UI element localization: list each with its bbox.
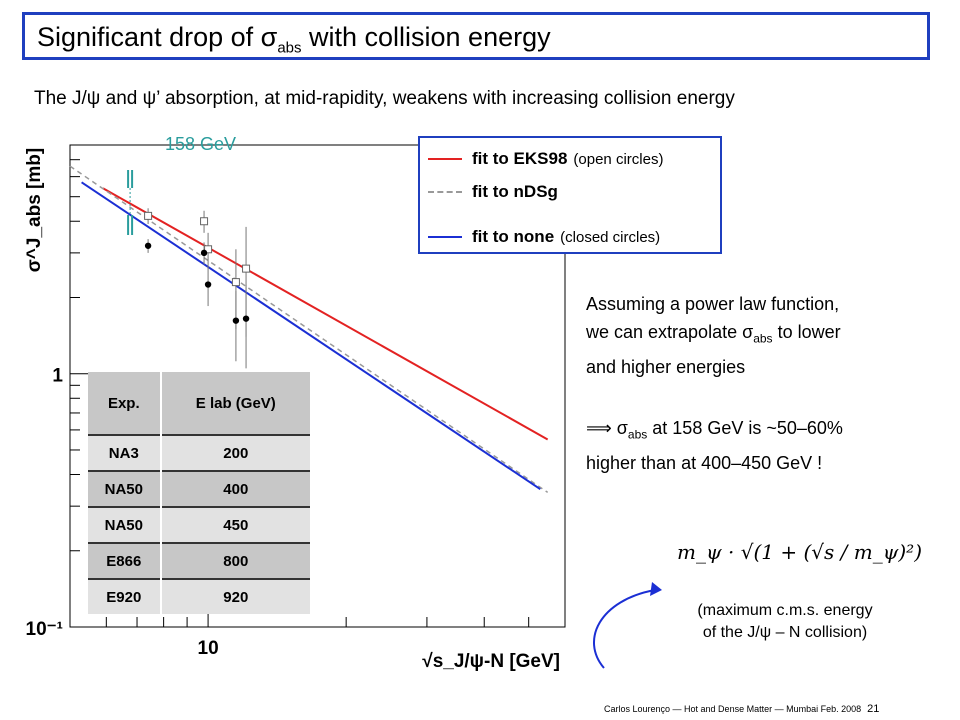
table-cell-exp: E920: [88, 578, 162, 614]
series-line-0: [102, 187, 549, 441]
x-tick-label: 10: [198, 638, 219, 659]
caption-line-2: of the J/ψ – N collision): [702, 624, 868, 641]
chart-legend: fit to EKS98 (open circles) fit to nDSg …: [418, 136, 722, 254]
table-cell-exp: NA50: [88, 470, 162, 507]
text-line-1: Assuming a power law function,: [586, 294, 840, 314]
table-row: NA50 400: [88, 470, 310, 507]
slide-title: Significant drop of σabs with collision …: [37, 22, 551, 57]
data-point-closed: [200, 249, 208, 257]
conclusion-text: ⟹ σabs at 158 GeV is ~50–60% higher than…: [586, 414, 843, 477]
table-cell-elab: 400: [160, 470, 310, 507]
table-row: NA3 200: [88, 434, 310, 471]
x-axis-label: √s_J/ψ-N [GeV]: [422, 651, 560, 672]
data-point-open: [242, 264, 251, 273]
table-row: E866 800: [88, 542, 310, 579]
experiment-table: Exp. E lab (GeV) NA3 200 NA50 400 NA50 450 …: [88, 372, 310, 614]
y-tick-label: 10⁻¹: [26, 619, 64, 640]
table-row: NA50 450: [88, 506, 310, 543]
legend-note-eks98: (open circles): [573, 150, 664, 168]
table-cell-elab: 920: [160, 578, 310, 614]
extrapolation-text: Assuming a power law function, we can ex…: [586, 290, 841, 381]
legend-note-none: (closed circles): [560, 228, 661, 246]
page-number: 21: [867, 703, 880, 715]
data-point-open: [144, 211, 153, 220]
caption-line-1: (maximum c.m.s. energy: [697, 602, 873, 619]
data-point-open: [204, 245, 213, 254]
text-line-3: and higher energies: [586, 356, 746, 377]
table-cell-exp: E866: [88, 542, 162, 579]
legend-line-ndsg: [428, 191, 462, 193]
data-point-open: [200, 217, 209, 226]
title-box: Significant drop of σabs with collision …: [22, 12, 930, 60]
header-elab: E lab (GeV): [160, 372, 310, 435]
legend-item-ndsg: fit to nDSg: [428, 181, 564, 203]
plot-frame: [69, 144, 566, 628]
table-row: E920 920: [88, 578, 310, 614]
table-cell-elab: 200: [160, 434, 310, 471]
table-cell-exp: NA50: [88, 506, 162, 543]
table-cell-elab: 450: [160, 506, 310, 543]
formula-caption: (maximum c.m.s. energy of the J/ψ – N co…: [660, 600, 910, 644]
text-line-2: we can extrapolate σabs to lower: [586, 322, 841, 346]
max-energy-formula: m_ψ · √(1 + (√s / m_ψ)²): [677, 540, 922, 564]
legend-line-eks98: [428, 158, 462, 160]
text-line-5: higher than at 400–450 GeV !: [586, 452, 823, 473]
table-cell-exp: NA3: [88, 434, 162, 471]
legend-label-ndsg: fit to nDSg: [472, 182, 558, 201]
pointer-arrow-head: [650, 582, 662, 596]
data-point-open: [231, 278, 240, 287]
legend-item-none: fit to none (closed circles): [428, 226, 660, 248]
series-line-2: [81, 181, 541, 491]
y-tick-label: 1: [52, 366, 63, 387]
header-exp: Exp.: [88, 372, 162, 435]
series-line-1: [69, 165, 549, 494]
data-point-closed: [242, 315, 250, 322]
legend-line-none: [428, 236, 462, 238]
data-point-closed: [204, 281, 212, 288]
table-header-row: Exp. E lab (GeV): [88, 372, 310, 435]
pointer-arrow: [593, 589, 656, 669]
legend-label-eks98: fit to EKS98: [472, 149, 568, 168]
slide-subtitle: The J/ψ and ψ’ absorption, at mid-rapidi…: [34, 88, 735, 109]
text-line-4: ⟹ σabs at 158 GeV is ~50–60%: [586, 418, 843, 442]
data-point-closed: [144, 242, 152, 249]
legend-item-eks98: fit to EKS98 (open circles): [428, 148, 663, 170]
slide-footer: Carlos Lourenço — Hot and Dense Matter —…: [604, 703, 880, 715]
energy-158-label: 158 GeV: [165, 134, 237, 154]
table-cell-elab: 800: [160, 542, 310, 579]
legend-label-none: fit to none: [472, 227, 555, 246]
data-point-closed: [232, 317, 240, 324]
y-axis-label: σ^J_abs [mb]: [24, 148, 45, 272]
